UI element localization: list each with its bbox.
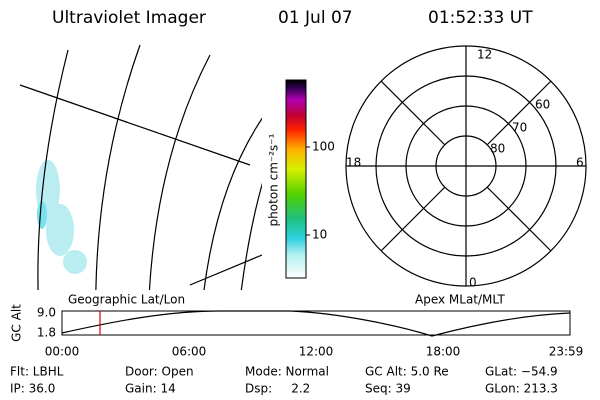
mlt-label: 18 (346, 156, 361, 170)
info-field: Mode: Normal (245, 365, 329, 379)
colorbar-label: photon cm⁻²s⁻¹ (267, 133, 281, 226)
timeline-y-tick: 9.0 (37, 306, 56, 320)
info-field: Dsp: 2.2 (245, 382, 310, 396)
mlt-label: 6 (576, 156, 584, 170)
lat-label: 70 (512, 121, 527, 135)
date: 01 Jul 07 (278, 8, 353, 28)
altitude-curve (61, 310, 571, 337)
colorbar-tick: 100 (312, 140, 335, 154)
lat-label: 60 (535, 98, 550, 112)
timeline-y-tick: 1.8 (37, 326, 56, 340)
colorbar (285, 79, 307, 279)
lat-label: 80 (490, 142, 505, 156)
polar-grid (345, 45, 587, 287)
colorbar-tick: 10 (312, 228, 327, 242)
info-panel: Flt: LBHL Door: Open Mode: Normal GC Alt: 5… (10, 365, 558, 396)
timeline-x-tick: 00:00 (45, 345, 80, 359)
info-field: IP: 36.0 (10, 382, 55, 396)
timeline-label: Geographic Lat/Lon (68, 293, 185, 307)
timeline-x-tick: 23:59 (549, 345, 584, 359)
info-field: Gain: 14 (125, 382, 176, 396)
info-field: GC Alt: 5.0 Re (365, 365, 449, 379)
timeline-x-tick: 06:00 (172, 345, 207, 359)
info-field: Door: Open (125, 365, 194, 379)
mlt-label: 12 (477, 48, 492, 62)
timeline-y-label: GC Alt (10, 304, 24, 342)
info-field: Seq: 39 (365, 382, 411, 396)
timeline-x-tick: 12:00 (299, 345, 334, 359)
info-field: GLon: 213.3 (485, 382, 558, 396)
image-panel (19, 44, 262, 290)
timeline-x-tick: 18:00 (426, 345, 461, 359)
time: 01:52:33 UT (428, 8, 533, 28)
info-field: Flt: LBHL (10, 365, 64, 379)
mlt-label: 0 (469, 276, 477, 290)
title: Ultraviolet Imager (52, 8, 206, 28)
timeline-box (61, 310, 571, 336)
info-field: GLat: −54.9 (485, 365, 558, 379)
timeline-label: Apex MLat/MLT (415, 293, 505, 307)
